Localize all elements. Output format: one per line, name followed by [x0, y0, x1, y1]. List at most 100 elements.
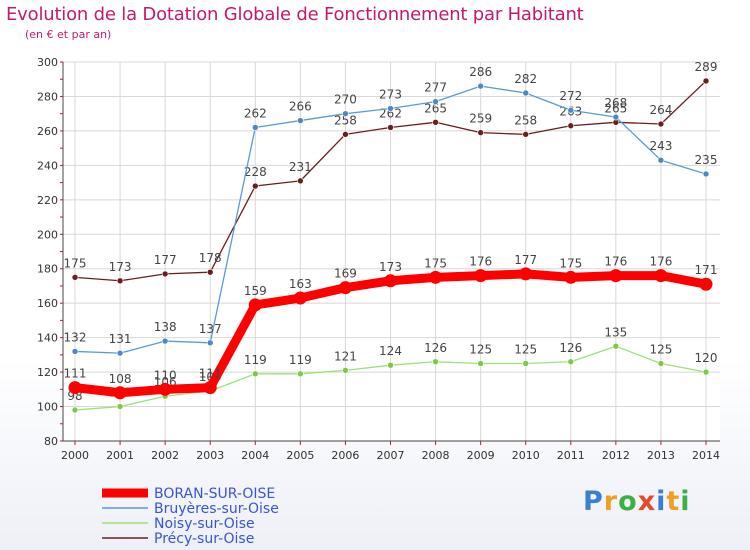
data-point — [567, 122, 575, 130]
x-tick-label: 2005 — [286, 449, 314, 462]
x-tick-label: 2009 — [467, 449, 495, 462]
data-label: 228 — [244, 165, 267, 179]
data-label: 175 — [559, 256, 582, 270]
data-label: 138 — [154, 320, 177, 334]
data-label: 173 — [109, 260, 132, 274]
data-label: 126 — [424, 341, 447, 355]
data-label: 132 — [64, 330, 87, 344]
data-label: 243 — [649, 139, 672, 153]
data-label: 175 — [64, 256, 87, 270]
data-label: 126 — [559, 341, 582, 355]
data-label: 125 — [649, 342, 672, 356]
logo-letter: x — [637, 486, 657, 517]
x-tick-label: 2001 — [106, 449, 134, 462]
data-point — [477, 129, 484, 136]
data-label: 111 — [199, 367, 222, 381]
logo-letter: i — [656, 486, 667, 517]
data-point — [432, 118, 439, 126]
logo-letter: o — [618, 486, 638, 517]
data-point — [567, 106, 575, 114]
data-point — [432, 358, 439, 366]
data-point — [251, 370, 259, 378]
logo-letter: r — [603, 486, 619, 517]
data-label: 124 — [379, 344, 402, 358]
data-point — [699, 277, 713, 291]
data-label: 175 — [424, 256, 447, 270]
data-point — [522, 89, 530, 97]
data-label: 110 — [154, 368, 177, 382]
data-label: 159 — [244, 284, 267, 298]
y-tick-label: 240 — [37, 159, 58, 172]
data-label: 176 — [604, 255, 627, 269]
y-tick-label: 220 — [37, 194, 58, 207]
data-label: 270 — [334, 93, 357, 107]
x-tick-label: 2013 — [647, 449, 675, 462]
data-label: 262 — [379, 106, 402, 120]
data-point — [612, 113, 620, 121]
data-point — [567, 358, 575, 366]
data-label: 177 — [514, 253, 537, 267]
x-tick-label: 2014 — [692, 449, 720, 462]
data-point — [206, 268, 214, 276]
data-point — [387, 105, 394, 112]
data-label: 176 — [469, 255, 492, 269]
data-point — [248, 298, 262, 312]
x-tick-label: 2000 — [61, 449, 89, 462]
data-point — [477, 360, 484, 367]
logo-letter: i — [680, 486, 691, 517]
proxiti-logo: Proxiti — [583, 486, 691, 517]
data-point — [297, 117, 304, 124]
y-tick-label: 200 — [37, 228, 58, 241]
data-point — [342, 131, 349, 138]
data-label: 121 — [334, 349, 357, 363]
data-label: 282 — [514, 72, 537, 86]
data-point — [206, 339, 214, 347]
data-point — [116, 349, 124, 357]
data-label: 173 — [379, 260, 402, 274]
x-tick-label: 2004 — [241, 449, 269, 462]
y-tick-label: 180 — [37, 263, 58, 276]
data-label: 169 — [334, 267, 357, 281]
data-point — [71, 274, 79, 281]
data-label: 265 — [424, 101, 447, 115]
data-point — [251, 182, 259, 190]
y-tick-label: 100 — [37, 401, 58, 414]
chart-title: Evolution de la Dotation Globale de Fonc… — [6, 4, 584, 25]
data-label: 137 — [199, 322, 222, 336]
data-label: 177 — [154, 253, 177, 267]
data-label: 171 — [695, 263, 718, 277]
data-point — [338, 281, 352, 295]
data-label: 273 — [379, 88, 402, 102]
data-label: 119 — [289, 353, 312, 367]
data-point — [297, 370, 304, 378]
legend-label: Noisy-sur-Oise — [154, 516, 255, 532]
data-label: 259 — [469, 112, 492, 126]
data-point — [116, 277, 124, 285]
y-tick-label: 80 — [44, 435, 58, 448]
data-point — [387, 361, 394, 369]
legend-label: Précy-sur-Oise — [154, 531, 254, 547]
logo-letter: P — [583, 486, 604, 517]
data-point — [384, 274, 397, 288]
x-tick-label: 2007 — [377, 449, 405, 462]
data-label: 258 — [514, 113, 537, 127]
data-point — [429, 270, 443, 284]
y-tick-label: 120 — [37, 366, 58, 379]
data-label: 277 — [424, 81, 447, 95]
data-point — [702, 170, 710, 178]
series-boran-sur-oise: 111 108 110 111 159 163 169 173 175 176 177 175 176 1… — [64, 253, 718, 400]
data-point — [161, 337, 169, 345]
data-point — [297, 177, 304, 185]
data-label: 268 — [604, 96, 627, 110]
data-point — [657, 156, 665, 164]
data-point — [161, 270, 169, 278]
data-point — [609, 269, 623, 283]
data-label: 125 — [469, 342, 492, 356]
data-point — [293, 291, 307, 305]
legend-label: BORAN-SUR-OISE — [154, 486, 275, 502]
data-label: 178 — [199, 251, 222, 265]
data-point — [116, 403, 124, 410]
x-tick-label: 2008 — [422, 449, 450, 462]
data-point — [68, 381, 82, 395]
